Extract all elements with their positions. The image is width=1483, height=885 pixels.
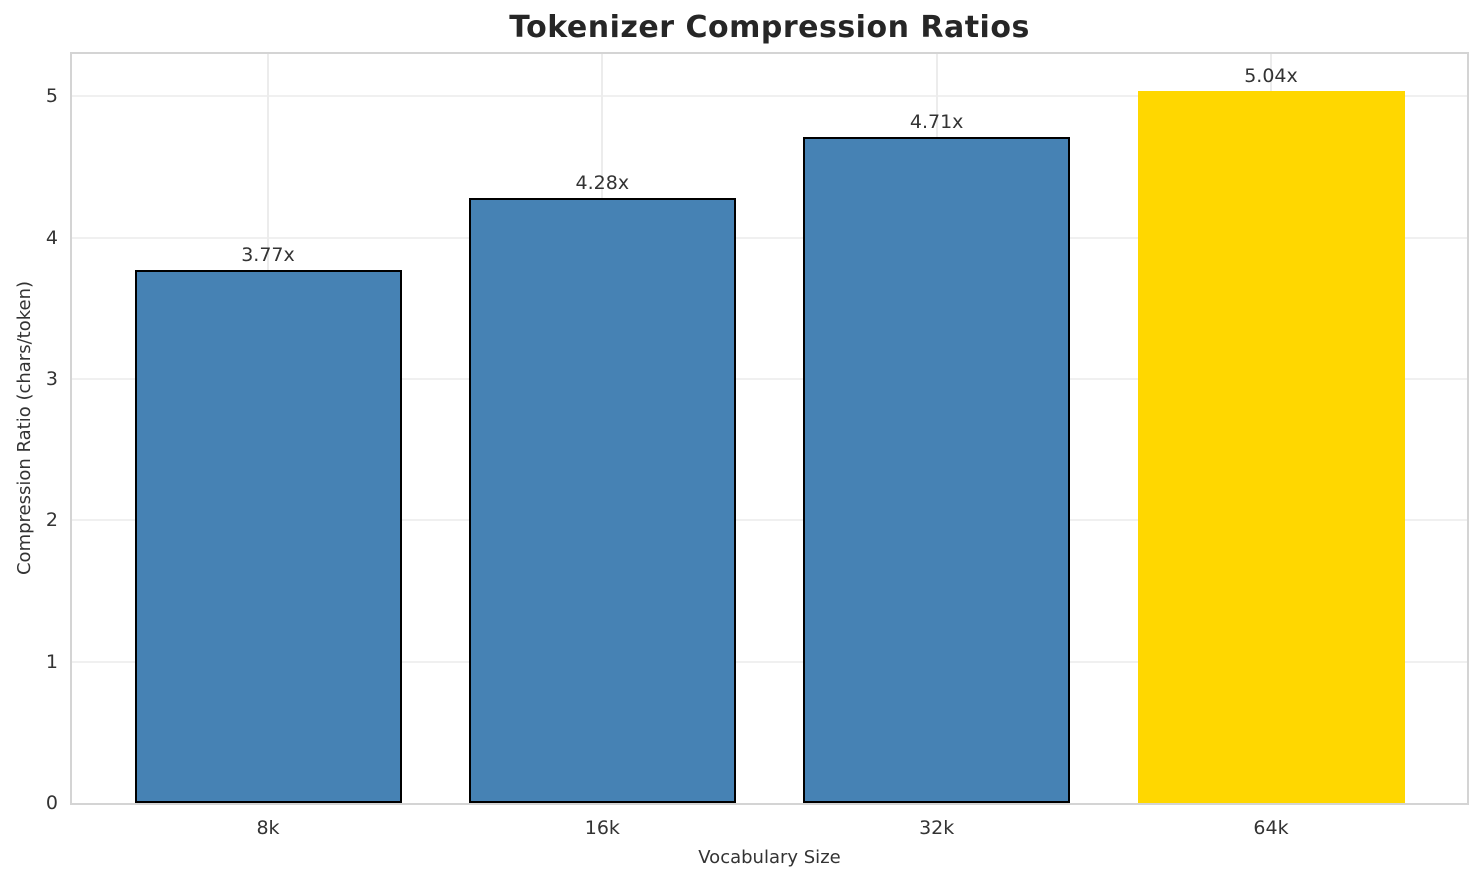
gridline-y-5 [72, 95, 1467, 98]
x-tick-label-64k: 64k [1253, 817, 1289, 839]
bar-8k [134, 270, 402, 803]
bar-value-label-64k: 5.04x [1244, 64, 1298, 87]
y-tick-label-5: 5 [45, 85, 58, 108]
bar-value-label-8k: 3.77x [241, 244, 295, 267]
bar-16k [468, 198, 736, 803]
bar-32k [803, 137, 1071, 803]
bar-value-label-32k: 4.71x [909, 111, 964, 134]
bars: 3.77x 4.28x 4.71x 5.04x [72, 54, 1467, 803]
x-axis-label: Vocabulary Size [698, 847, 841, 868]
gridline-y-4 [72, 236, 1467, 239]
y-tick-label-1: 1 [45, 650, 58, 673]
bar-64k [1137, 90, 1405, 803]
y-tick-label-3: 3 [45, 368, 58, 391]
x-tick-label-32k: 32k [919, 817, 955, 839]
y-tick-label-2: 2 [45, 509, 58, 532]
y-axis-label: Compression Ratio (chars/token) [13, 281, 35, 576]
gridline-y-1 [72, 660, 1467, 663]
gridline-y-2 [72, 519, 1467, 522]
y-axis-label-wrap: Compression Ratio (chars/token) [10, 52, 38, 805]
gridline-y-3 [72, 378, 1467, 381]
bar-value-label-16k: 4.28x [575, 172, 630, 195]
plot-area: 3.77x 4.28x 4.71x 5.04x [70, 52, 1469, 805]
chart-title: Tokenizer Compression Ratios [509, 10, 1030, 45]
y-tick-label-0: 0 [45, 792, 58, 814]
y-tick-label-4: 4 [45, 226, 58, 249]
x-tick-label-8k: 8k [256, 817, 280, 839]
x-tick-label-16k: 16k [584, 817, 620, 839]
